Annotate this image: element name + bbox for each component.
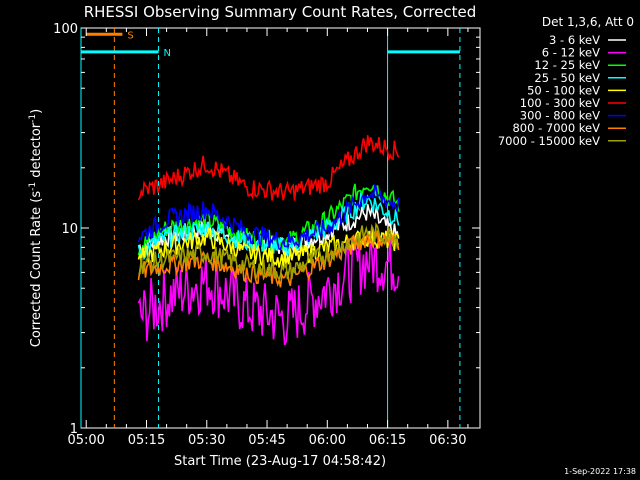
y-axis-label-sup1: -1 [28, 182, 38, 191]
data-series [137, 135, 400, 346]
series-line [137, 135, 400, 201]
flag-bars: SN [81, 30, 460, 59]
y-axis-label-mid: detector [29, 122, 44, 182]
x-tick-label: 06:30 [429, 433, 466, 448]
legend-label: 6 - 12 keV [542, 46, 600, 60]
vertical-markers [80, 28, 461, 428]
y-axis-label: Corrected Count Rate (s-1 detector-1) [28, 109, 44, 347]
legend-title: Det 1,3,6, Att 0 [542, 15, 634, 29]
y-axis-label-main: Corrected Count Rate (s [29, 191, 44, 348]
x-axis-label: Start Time (23-Aug-17 04:58:42) [174, 454, 386, 469]
legend-label: 300 - 800 keV [520, 109, 600, 123]
legend-label: 50 - 100 keV [527, 83, 600, 97]
x-tick-label: 05:30 [188, 433, 225, 448]
legend-label: 800 - 7000 keV [512, 121, 600, 135]
series-line [138, 222, 400, 282]
x-axis-ticks: 05:00 05:15 05:30 05:45 06:00 06:15 06:30 [67, 28, 469, 448]
y-tick-label: 1 [70, 422, 78, 437]
series-line [137, 183, 400, 251]
flag-label: N [164, 48, 171, 59]
legend-label: 25 - 50 keV [534, 71, 600, 85]
legend-label: 3 - 6 keV [549, 33, 600, 47]
x-tick-label: 05:45 [248, 433, 285, 448]
footer-date: 1-Sep-2022 17:38 [564, 467, 636, 476]
x-tick-label: 06:15 [369, 433, 406, 448]
flag-label: S [127, 30, 133, 41]
legend-label: 100 - 300 keV [520, 96, 600, 110]
plot-frame [80, 27, 481, 429]
y-axis-label-sup2: -1 [28, 114, 38, 123]
y-axis-ticks: 1 10 100 [53, 22, 480, 437]
legend-label: 7000 - 15000 keV [498, 134, 600, 148]
x-tick-label: 05:15 [128, 433, 165, 448]
x-tick-label: 05:00 [67, 433, 104, 448]
x-tick-label: 06:00 [309, 433, 346, 448]
y-tick-label: 10 [61, 222, 78, 237]
legend-label: 12 - 25 keV [534, 58, 600, 72]
chart-title: RHESSI Observing Summary Count Rates, Co… [84, 3, 477, 21]
y-tick-label: 100 [53, 22, 78, 37]
y-axis-label-end: ) [29, 109, 44, 114]
